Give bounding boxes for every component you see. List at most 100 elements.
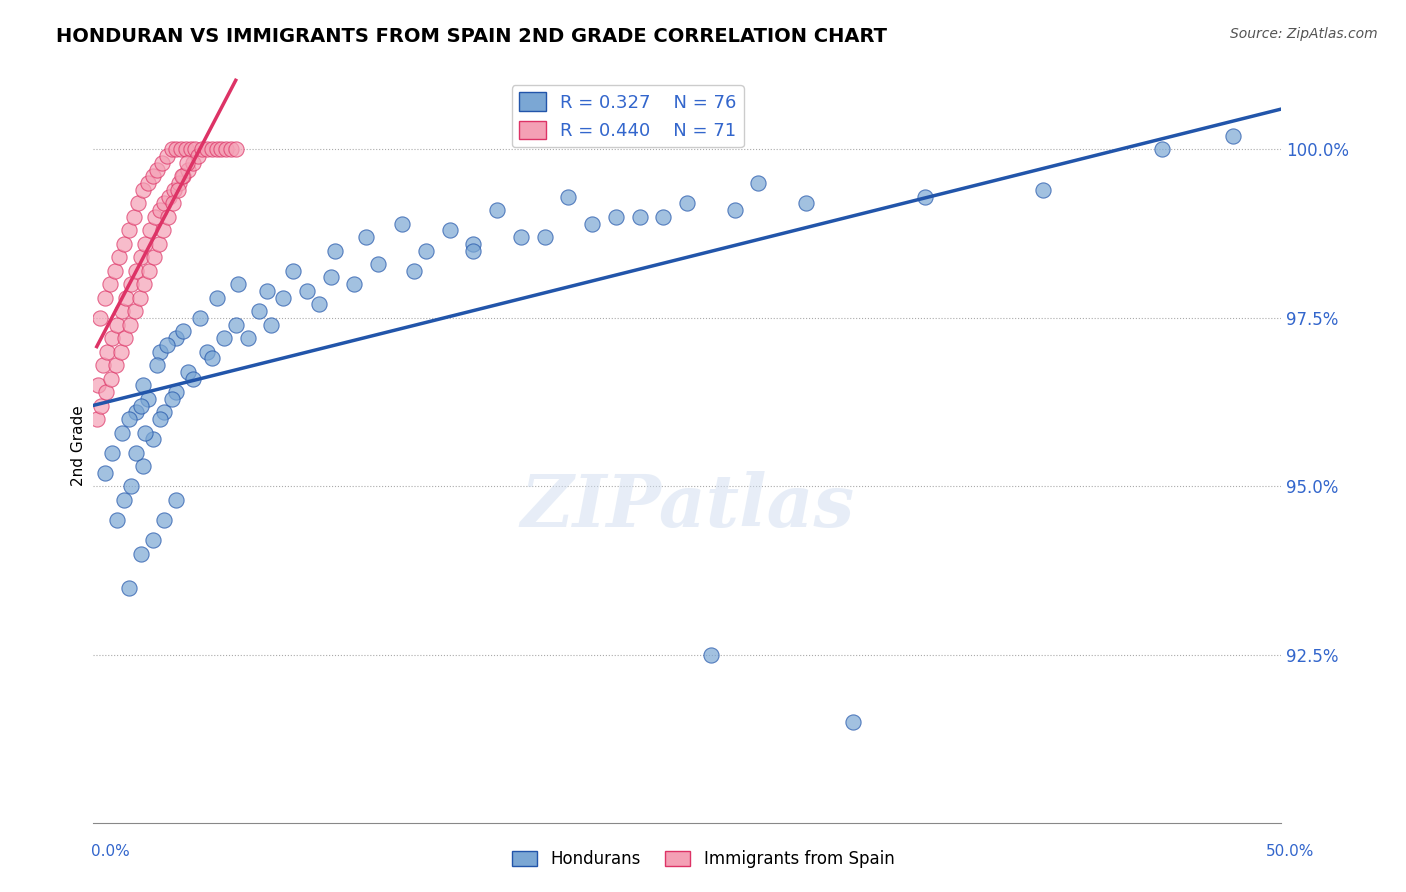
Point	[103, 264, 125, 278]
Point	[149, 203, 172, 218]
Point	[118, 581, 141, 595]
Point	[281, 264, 304, 278]
Point	[98, 277, 121, 292]
Point	[700, 648, 723, 662]
Point	[125, 405, 148, 419]
Point	[86, 412, 108, 426]
Point	[236, 331, 259, 345]
Point	[172, 169, 194, 184]
Point	[148, 236, 170, 251]
Point	[152, 223, 174, 237]
Point	[180, 142, 202, 156]
Point	[129, 250, 152, 264]
Point	[153, 513, 176, 527]
Point	[628, 210, 651, 224]
Point	[96, 344, 118, 359]
Point	[100, 371, 122, 385]
Point	[174, 142, 197, 156]
Point	[581, 217, 603, 231]
Point	[195, 344, 218, 359]
Point	[652, 210, 675, 224]
Point	[105, 318, 128, 332]
Point	[124, 304, 146, 318]
Point	[249, 304, 271, 318]
Point	[146, 162, 169, 177]
Point	[160, 392, 183, 406]
Point	[146, 358, 169, 372]
Point	[150, 156, 173, 170]
Point	[256, 284, 278, 298]
Point	[226, 277, 249, 292]
Point	[118, 223, 141, 237]
Text: HONDURAN VS IMMIGRANTS FROM SPAIN 2ND GRADE CORRELATION CHART: HONDURAN VS IMMIGRANTS FROM SPAIN 2ND GR…	[56, 27, 887, 45]
Point	[101, 446, 124, 460]
Point	[184, 142, 207, 156]
Point	[215, 142, 238, 156]
Point	[142, 533, 165, 548]
Point	[319, 270, 342, 285]
Point	[136, 392, 159, 406]
Point	[156, 149, 179, 163]
Point	[1152, 142, 1174, 156]
Point	[156, 210, 179, 224]
Point	[138, 264, 160, 278]
Point	[219, 142, 242, 156]
Point	[676, 196, 699, 211]
Point	[356, 230, 378, 244]
Point	[463, 236, 485, 251]
Point	[153, 196, 176, 211]
Point	[94, 291, 117, 305]
Point	[212, 331, 235, 345]
Point	[110, 344, 132, 359]
Point	[114, 331, 136, 345]
Point	[308, 297, 330, 311]
Point	[205, 142, 228, 156]
Point	[101, 331, 124, 345]
Point	[225, 318, 247, 332]
Point	[129, 399, 152, 413]
Point	[170, 142, 193, 156]
Point	[132, 459, 155, 474]
Point	[87, 378, 110, 392]
Point	[176, 156, 198, 170]
Point	[557, 189, 579, 203]
Point	[439, 223, 461, 237]
Point	[1222, 128, 1244, 143]
Point	[134, 236, 156, 251]
Point	[104, 358, 127, 372]
Point	[181, 156, 204, 170]
Point	[128, 291, 150, 305]
Point	[167, 176, 190, 190]
Point	[211, 142, 233, 156]
Point	[723, 203, 745, 218]
Text: Source: ZipAtlas.com: Source: ZipAtlas.com	[1230, 27, 1378, 41]
Point	[794, 196, 817, 211]
Point	[115, 291, 138, 305]
Point	[91, 358, 114, 372]
Legend: R = 0.327    N = 76, R = 0.440    N = 71: R = 0.327 N = 76, R = 0.440 N = 71	[512, 85, 744, 147]
Point	[165, 331, 187, 345]
Point	[111, 425, 134, 440]
Point	[142, 250, 165, 264]
Point	[201, 351, 224, 366]
Point	[402, 264, 425, 278]
Point	[162, 196, 184, 211]
Point	[225, 142, 247, 156]
Point	[143, 210, 166, 224]
Point	[134, 277, 156, 292]
Point	[139, 223, 162, 237]
Point	[367, 257, 389, 271]
Point	[149, 344, 172, 359]
Point	[391, 217, 413, 231]
Y-axis label: 2nd Grade: 2nd Grade	[72, 406, 86, 486]
Legend: Hondurans, Immigrants from Spain: Hondurans, Immigrants from Spain	[505, 844, 901, 875]
Point	[605, 210, 627, 224]
Point	[112, 492, 135, 507]
Point	[136, 176, 159, 190]
Point	[533, 230, 555, 244]
Point	[120, 479, 142, 493]
Point	[295, 284, 318, 298]
Point	[914, 189, 936, 203]
Point	[201, 142, 224, 156]
Point	[325, 244, 347, 258]
